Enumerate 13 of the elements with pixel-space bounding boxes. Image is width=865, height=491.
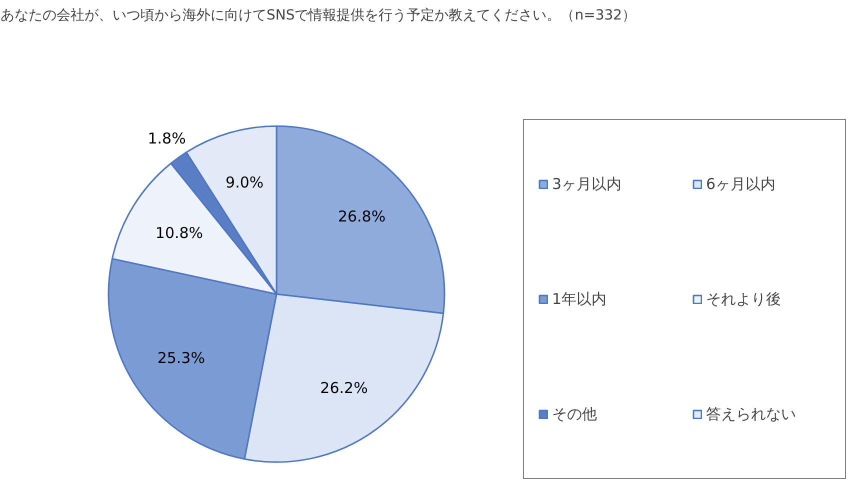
data-label: 9.0%	[226, 173, 264, 192]
chart-title: あなたの会社が、いつ頃から海外に向けてSNSで情報提供を行う予定か教えてください。（n=332）	[0, 8, 636, 24]
legend-label: それより後	[706, 288, 782, 310]
data-label: 26.8%	[338, 208, 386, 226]
data-label: 26.2%	[320, 378, 368, 397]
legend-label: その他	[552, 404, 598, 424]
legend-label: 3ヶ月以内	[552, 174, 623, 194]
legend-label: 答えられない	[706, 404, 797, 424]
legend-label: 6ヶ月以内	[706, 174, 777, 194]
data-label: 25.3%	[157, 349, 205, 368]
data-label: 1.8%	[148, 130, 186, 148]
legend-label: 1年以内	[552, 288, 608, 310]
data-label: 10.8%	[155, 224, 204, 242]
